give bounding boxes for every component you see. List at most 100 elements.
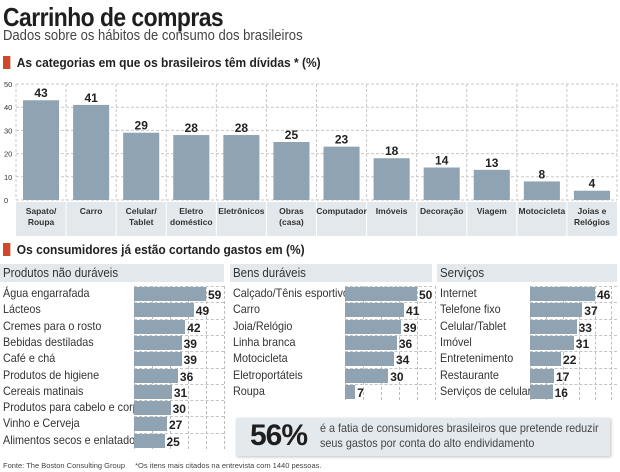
bar-value-label: 39 [183,336,197,351]
row-gridline [530,302,617,304]
bar-value-label: 25 [285,128,299,142]
section-debts-heading: As categorias em que os brasileiros têm … [3,55,321,70]
panel-services: Serviços Internet 46 Telefone fixo 37 Celular… [437,264,617,409]
row-gridline [345,286,432,287]
section-cuts-heading: Os consumidores já estão cortando gastos… [3,242,305,257]
bar-value-label: 16 [554,385,568,400]
bar-value-label: 17 [556,369,570,384]
bar [423,167,460,200]
row-label: Eletroportáteis [233,367,303,382]
category-label: Sapato/ [26,206,57,216]
bar [530,352,562,367]
panel-title: Serviços [440,266,485,280]
row-label: Produtos para cabelo e corpo [3,400,145,415]
callout-box: 56% é a fatia de consumidores brasileiro… [236,418,610,456]
bar [530,335,574,350]
bar-value-label: 25 [166,434,180,449]
row-gridline [345,367,432,369]
row-label: Água engarrafada [3,286,90,300]
row-gridline [134,400,224,402]
row-gridline [530,367,617,369]
bar-value-label: 42 [187,320,201,335]
callout-line-2: seus gastos por conta do alto endividame… [320,436,535,450]
bar [345,368,389,383]
row-gridline [345,318,432,320]
row-label: Cereais matinais [3,383,84,398]
category-label: Roupa [28,217,55,227]
row-gridline [134,302,224,304]
callout-value: 56% [250,419,308,452]
section-marker-icon [3,56,11,69]
row-label: Produtos de higiene [3,367,100,382]
category-label: doméstico [170,217,213,227]
bar [530,384,553,399]
row-gridline [134,318,224,320]
row-gridline [345,302,432,304]
row-label: Linha branca [233,334,296,349]
bar-value-label: 46 [597,288,611,302]
bar [134,417,167,432]
bar [345,352,394,367]
bar-value-label: 30 [390,369,404,384]
row-gridline [134,334,224,336]
bar [530,287,595,301]
bar [134,368,178,383]
x-gridline [224,286,225,449]
bar [273,142,310,200]
row-gridline [345,334,432,336]
bar-value-label: 39 [183,353,197,368]
bar [134,287,206,301]
row-label: Motocicleta [233,351,288,366]
bar [23,100,60,200]
category-label: Tablet [129,217,154,227]
row-label: Alimentos secos e enlatados [3,432,141,447]
bar [134,303,194,318]
x-gridline [578,286,580,401]
bar [523,181,560,200]
bar-value-label: 18 [385,144,399,158]
y-tick-label: 50 [4,80,12,89]
bar [123,132,160,200]
category-label: Relógios [574,217,610,227]
row-gridline [134,367,224,369]
x-gridline [595,286,596,401]
bar [345,335,397,350]
bar [345,287,417,301]
page-title: Carrinho de compras [3,2,224,32]
row-label: Imóvel [440,334,472,349]
bar [134,384,172,399]
category-label: Imóveis [376,206,408,216]
row-gridline [134,286,224,287]
bar-value-label: 49 [195,304,210,319]
bar-value-label: 29 [135,119,149,133]
row-gridline [530,383,617,385]
y-tick-label: 0 [4,196,8,205]
x-gridline [611,286,613,401]
panel-non-durables: Produtos não duráveis Água engarrafada 59 L… [0,264,225,459]
bar-value-label: 43 [34,86,48,100]
bar-value-label: 41 [84,91,98,105]
category-label: (casa) [279,217,304,227]
category-label: Celular/ [126,206,158,216]
bar [134,352,182,367]
row-gridline [134,432,224,434]
y-tick-label: 40 [4,103,12,112]
bar [473,169,510,200]
bar-value-label: 36 [179,369,194,384]
bar-value-label: 34 [395,353,410,368]
bar [134,319,186,334]
row-gridline [530,286,617,287]
bar [134,433,165,448]
footer-note: *Os itens mais citados na entrevista com… [135,461,322,470]
row-label: Cremes para o rosto [3,318,102,333]
row-label: Lácteos [3,302,41,317]
bar-value-label: 28 [185,121,199,135]
page-subtitle: Dados sobre os hábitos de consumo dos br… [3,28,303,44]
row-label: Calçado/Tênis esportivo [233,286,349,300]
bar-value-label: 59 [208,288,222,302]
row-label: Telefone fixo [440,302,501,317]
bar-value-label: 22 [563,353,577,368]
bar-value-label: 8 [539,167,546,181]
y-tick-label: 20 [4,150,12,159]
y-tick-label: 10 [4,173,12,182]
